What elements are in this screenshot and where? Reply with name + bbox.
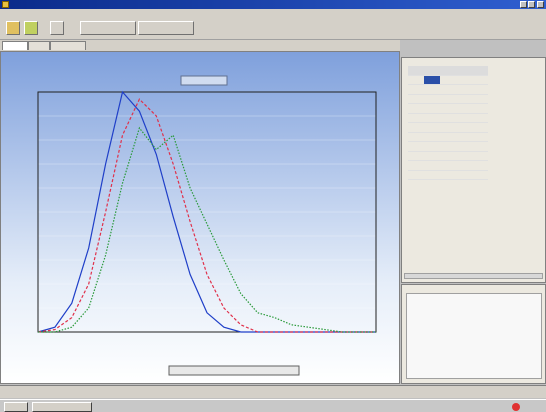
line-chart <box>1 52 399 383</box>
toolbar-button-1[interactable] <box>80 21 136 35</box>
table-row <box>408 75 488 85</box>
tab-2[interactable] <box>28 41 50 50</box>
plot-background <box>1 52 399 383</box>
table-row <box>408 113 488 123</box>
series-line-3 <box>38 126 376 333</box>
taskbar-app-button[interactable] <box>32 402 92 412</box>
table-row <box>408 141 488 152</box>
table-row <box>408 84 488 95</box>
toolbar-tool-icon[interactable] <box>24 21 38 35</box>
tab-1[interactable] <box>2 41 28 50</box>
start-icon[interactable] <box>4 402 28 412</box>
status-bar <box>0 385 546 398</box>
app-icon <box>2 1 9 8</box>
toolbar-button-2[interactable] <box>138 21 194 35</box>
chart-title-box <box>180 75 228 86</box>
results-table <box>408 66 488 180</box>
info-panel <box>401 284 546 384</box>
results-panel <box>401 57 546 283</box>
table-row <box>408 151 488 161</box>
plot-panel <box>0 51 400 384</box>
series-line-2 <box>37 98 376 333</box>
toolbar-tool-icon[interactable] <box>6 21 20 35</box>
table-row <box>408 160 488 171</box>
maximize-icon[interactable] <box>528 1 535 8</box>
table-row <box>408 170 488 180</box>
series-line-1 <box>37 90 376 333</box>
table-header-row <box>408 66 488 76</box>
title-bar <box>0 0 546 9</box>
table-row <box>408 103 488 114</box>
table-scrollbar[interactable] <box>404 273 543 279</box>
minimize-icon[interactable] <box>520 1 527 8</box>
table-cell-selected[interactable] <box>424 75 440 85</box>
plot-frame <box>37 91 377 333</box>
close-icon[interactable] <box>537 1 544 8</box>
table-row <box>408 122 488 133</box>
plot-action-button[interactable] <box>168 365 300 376</box>
toolbar <box>0 18 546 40</box>
chart-series-group <box>37 90 376 333</box>
table-row <box>408 94 488 104</box>
info-text-box <box>406 293 542 379</box>
tab-strip <box>0 40 400 51</box>
table-row <box>408 132 488 142</box>
tab-3[interactable] <box>50 41 86 50</box>
tray-icon[interactable] <box>512 403 520 411</box>
toolbar-tool-icon[interactable] <box>50 21 64 35</box>
menu-bar <box>0 9 546 18</box>
taskbar <box>0 399 546 412</box>
